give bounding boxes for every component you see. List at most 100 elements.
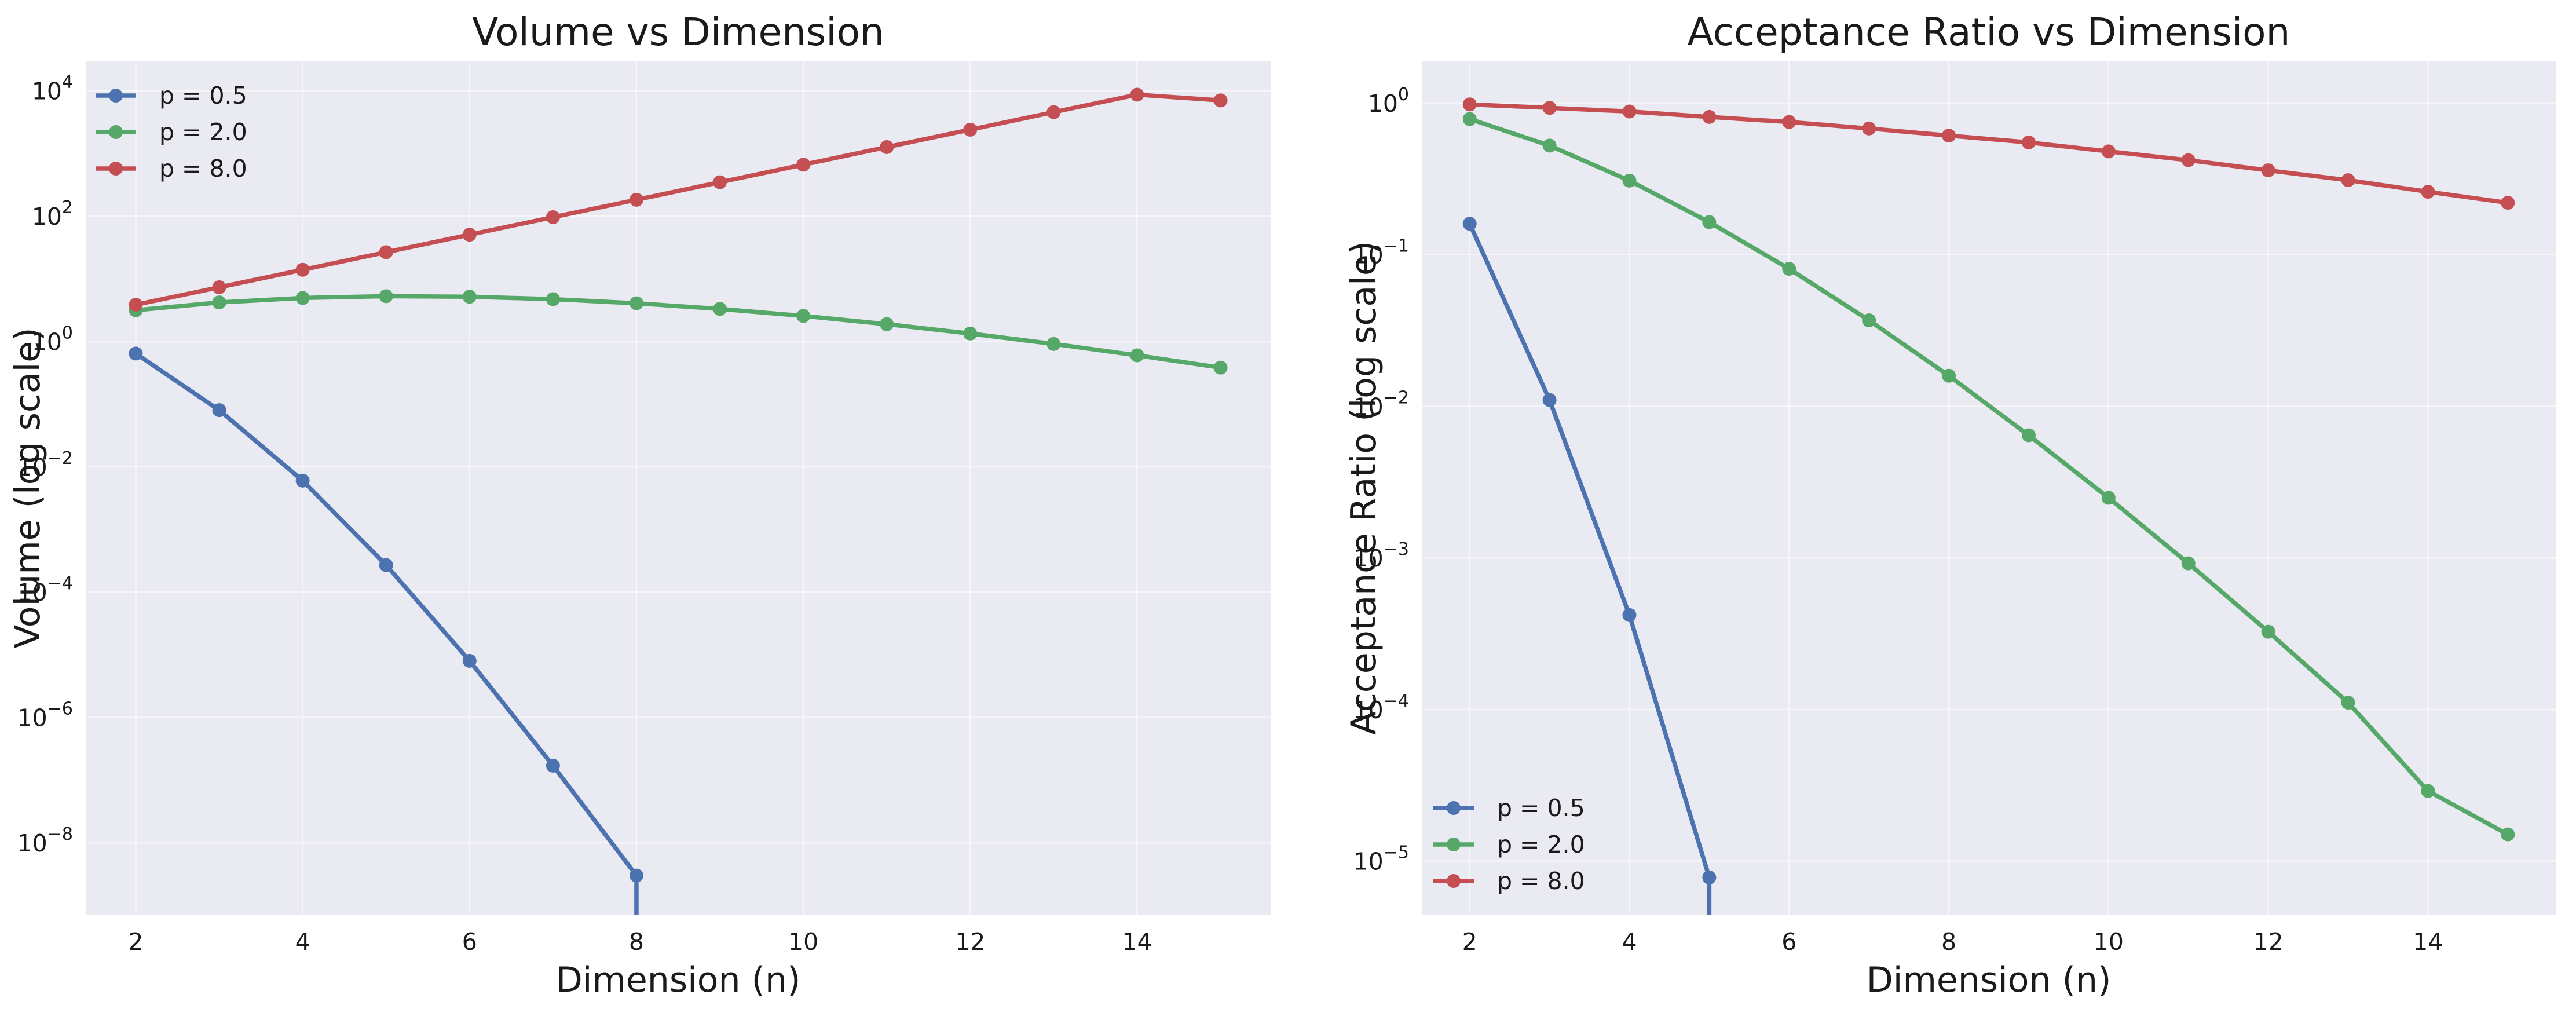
x-tick-label: 14 bbox=[2413, 928, 2443, 956]
data-point bbox=[2101, 491, 2116, 505]
legend-marker bbox=[1447, 801, 1461, 815]
data-point bbox=[462, 228, 477, 242]
data-point bbox=[2501, 827, 2515, 842]
y-tick-label: 10−8 bbox=[17, 824, 73, 857]
data-point bbox=[1130, 87, 1144, 102]
data-point bbox=[796, 158, 811, 172]
data-point bbox=[1702, 109, 1717, 124]
legend-label: p = 0.5 bbox=[159, 82, 247, 109]
series-line-3 bbox=[133, 92, 1223, 307]
y-tick-label: 10−4 bbox=[1353, 691, 1409, 724]
data-point bbox=[2021, 135, 2036, 149]
data-point bbox=[1942, 368, 1956, 383]
data-point bbox=[2501, 196, 2515, 210]
data-point bbox=[629, 192, 643, 207]
y-axis-label: Acceptance Ratio (log scale) bbox=[1344, 241, 1384, 735]
legend-label: p = 8.0 bbox=[159, 155, 247, 182]
y-axis-label: Volume (log scale) bbox=[8, 327, 48, 648]
data-point bbox=[1542, 393, 1557, 407]
data-point bbox=[2261, 163, 2275, 178]
data-point bbox=[2341, 696, 2355, 710]
data-point bbox=[963, 122, 978, 137]
data-point bbox=[2421, 784, 2435, 798]
data-point bbox=[379, 245, 393, 259]
data-point bbox=[2101, 144, 2116, 159]
data-point bbox=[1702, 870, 1717, 884]
legend-label: p = 0.5 bbox=[1497, 794, 1585, 822]
data-point bbox=[379, 558, 393, 572]
x-tick-label: 6 bbox=[1781, 928, 1796, 956]
y-tick-label: 100 bbox=[32, 323, 73, 356]
data-point bbox=[462, 290, 477, 304]
data-point bbox=[629, 296, 643, 310]
plot-area bbox=[86, 61, 1271, 915]
legend-marker bbox=[1447, 838, 1461, 851]
x-tick-label: 6 bbox=[462, 928, 477, 956]
legend-marker bbox=[109, 89, 123, 103]
data-point bbox=[1622, 104, 1637, 119]
x-tick-label: 4 bbox=[1622, 928, 1637, 956]
x-tick-label: 14 bbox=[1122, 928, 1152, 956]
data-point bbox=[1542, 138, 1557, 153]
data-point bbox=[295, 262, 310, 277]
y-tick-label: 10−3 bbox=[1353, 539, 1409, 572]
data-point bbox=[2421, 185, 2435, 199]
data-point bbox=[1702, 215, 1717, 229]
legend: p = 0.5 p = 2.0 p = 8.0 bbox=[1433, 794, 1585, 895]
data-point bbox=[1942, 129, 1956, 143]
data-point bbox=[713, 175, 727, 189]
data-point bbox=[379, 289, 393, 304]
y-tick-label: 104 bbox=[32, 72, 73, 105]
data-point bbox=[1622, 608, 1637, 622]
x-tick-label: 2 bbox=[1462, 928, 1477, 956]
data-point bbox=[212, 403, 226, 418]
x-axis-label: Dimension (n) bbox=[1867, 960, 2112, 1000]
y-tick-label: 10−2 bbox=[17, 448, 73, 481]
legend-label: p = 2.0 bbox=[159, 118, 247, 146]
x-tick-label: 10 bbox=[788, 928, 818, 956]
legend-marker bbox=[1447, 874, 1461, 888]
data-point bbox=[1462, 97, 1477, 112]
data-point bbox=[546, 292, 560, 306]
chart-panel-2: 2 4 6 8 10 12 14 100 10−1 10−2 10−3 10−4 10−5 Accepta… bbox=[1344, 10, 2556, 1000]
y-tick-label: 102 bbox=[32, 198, 73, 231]
x-tick-label: 8 bbox=[629, 928, 644, 956]
legend-label: p = 2.0 bbox=[1497, 831, 1585, 858]
series-line-2 bbox=[1467, 116, 2511, 837]
data-point bbox=[963, 326, 978, 341]
data-point bbox=[796, 309, 811, 323]
data-point bbox=[1046, 105, 1061, 119]
data-point bbox=[1782, 115, 1796, 129]
legend-marker bbox=[109, 125, 123, 139]
x-tick-label: 12 bbox=[955, 928, 985, 956]
data-point bbox=[546, 210, 560, 224]
data-point bbox=[295, 291, 310, 305]
data-point bbox=[2181, 556, 2196, 571]
data-point bbox=[1213, 93, 1228, 108]
data-point bbox=[1862, 121, 1876, 136]
chart-title: Volume vs Dimension bbox=[472, 10, 884, 54]
x-tick-label: 10 bbox=[2094, 928, 2124, 956]
data-point bbox=[2181, 153, 2196, 167]
data-point bbox=[1622, 173, 1637, 188]
data-point bbox=[2341, 173, 2355, 188]
data-point bbox=[1046, 337, 1061, 351]
data-point bbox=[462, 653, 477, 668]
y-tick-label: 10−1 bbox=[1353, 236, 1409, 269]
data-point bbox=[212, 280, 226, 295]
data-point bbox=[295, 473, 310, 488]
data-point bbox=[880, 140, 894, 154]
data-point bbox=[880, 317, 894, 331]
x-tick-label: 4 bbox=[295, 928, 310, 956]
data-point bbox=[1130, 348, 1144, 363]
data-point bbox=[2021, 428, 2036, 443]
legend-label: p = 8.0 bbox=[1497, 867, 1585, 895]
data-point bbox=[713, 302, 727, 316]
data-point bbox=[212, 295, 226, 310]
y-tick-label: 10−5 bbox=[1353, 843, 1409, 876]
x-tick-label: 8 bbox=[1941, 928, 1956, 956]
x-tick-label: 12 bbox=[2253, 928, 2284, 956]
data-point bbox=[1782, 262, 1796, 276]
y-tick-label: 100 bbox=[1368, 85, 1409, 118]
